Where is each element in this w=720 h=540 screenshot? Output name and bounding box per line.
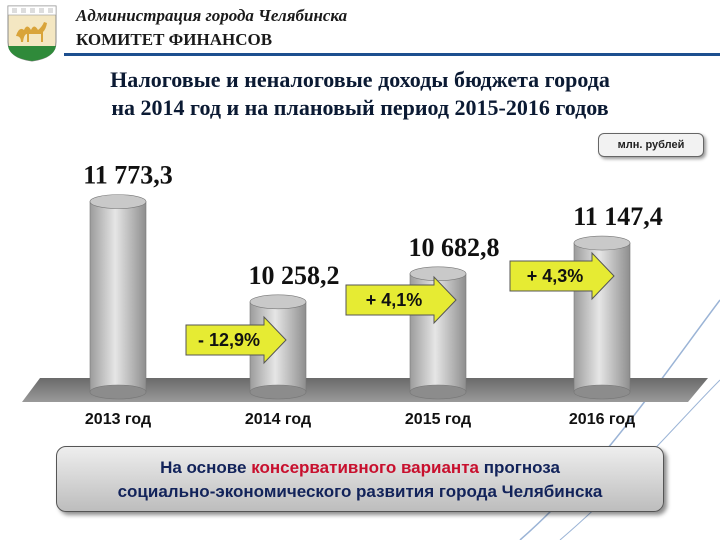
change-label-2: + 4,1% (366, 290, 423, 310)
org-name: Администрация города Челябинска (76, 6, 348, 25)
note-line-1: На основе консервативного варианта прогн… (57, 456, 663, 480)
category-label-2: 2014 год (245, 411, 311, 428)
category-label-3: 2015 год (405, 411, 471, 428)
value-label-4: 11 147,4 (573, 202, 663, 231)
title-line-1: Налоговые и неналоговые доходы бюджета г… (110, 67, 610, 92)
header: Администрация города Челябинска КОМИТЕТ … (0, 0, 720, 62)
note-text-1: На основе (160, 458, 252, 477)
page-title: Налоговые и неналоговые доходы бюджета г… (0, 66, 720, 122)
note-highlight: консервативного варианта (251, 458, 479, 477)
value-label-2: 10 258,2 (249, 261, 340, 290)
change-arrow-3: + 4,3% (509, 251, 615, 301)
chart-floor (22, 378, 708, 402)
bar-1 (89, 194, 147, 400)
unit-badge: млн. рублей (598, 133, 704, 157)
forecast-note: На основе консервативного варианта прогн… (56, 446, 664, 512)
note-line-2: социально-экономического развития города… (117, 482, 603, 501)
header-divider (64, 53, 720, 56)
value-label-1: 11 773,3 (83, 161, 173, 190)
change-label-3: + 4,3% (527, 266, 584, 286)
value-label-3: 10 682,8 (409, 233, 500, 262)
title-line-2: на 2014 год и на плановый период 2015-20… (111, 95, 609, 120)
bar-4 (573, 235, 631, 400)
change-arrow-1: - 12,9% (185, 315, 287, 365)
category-label-1: 2013 год (85, 411, 151, 428)
chelyabinsk-camel-crest-icon (7, 5, 57, 62)
committee-name: КОМИТЕТ ФИНАНСОВ (76, 30, 273, 49)
change-label-1: - 12,9% (198, 330, 260, 350)
note-text-2: прогноза (478, 458, 560, 477)
change-arrow-2: + 4,1% (345, 275, 457, 325)
category-label-4: 2016 год (569, 411, 635, 428)
